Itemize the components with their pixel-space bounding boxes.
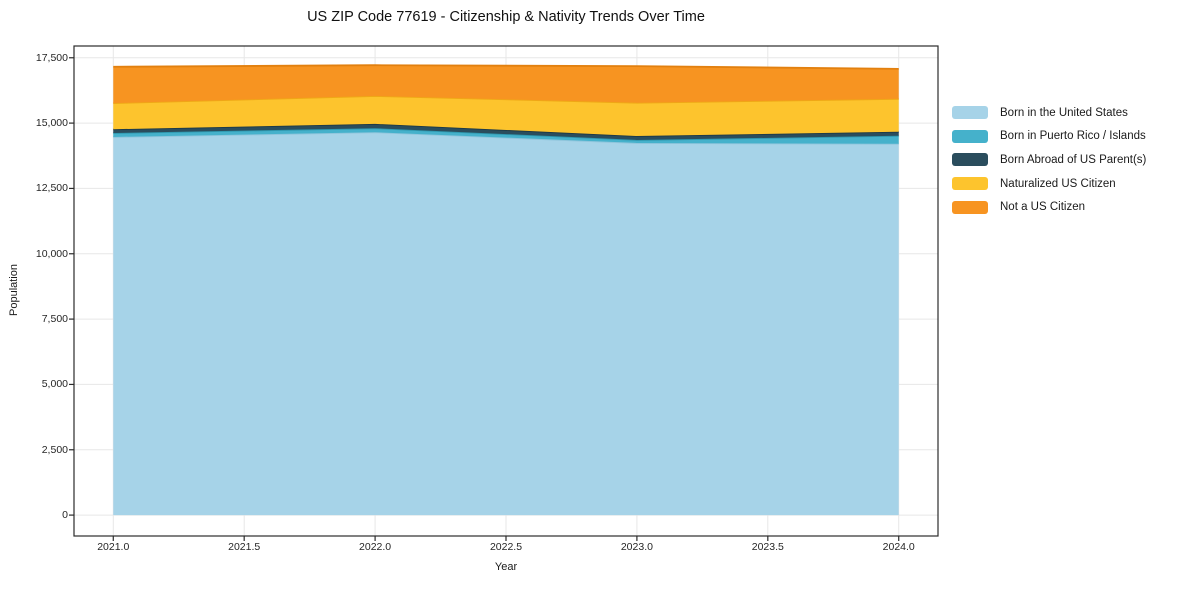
x-tick-label: 2021.0 — [97, 541, 130, 553]
x-tick-label: 2024.0 — [882, 541, 915, 553]
x-axis-label: Year — [494, 561, 518, 573]
area-1 — [113, 128, 899, 144]
legend-item: Born Abroad of US Parent(s) — [952, 148, 1146, 172]
legend-label: Not a US Citizen — [1000, 201, 1086, 214]
x-tick-label: 2022.0 — [359, 541, 392, 553]
x-tick-label: 2023.5 — [751, 541, 784, 553]
y-tick-label: 7,500 — [41, 313, 68, 326]
legend-swatch-puerto-rico — [952, 129, 988, 143]
y-tick-label: 17,500 — [35, 51, 68, 64]
legend-item: Naturalized US Citizen — [952, 172, 1146, 196]
area-0 — [113, 132, 899, 516]
chart-title: US ZIP Code 77619 - Citizenship & Nativi… — [307, 9, 705, 25]
legend-swatch-born-abroad — [952, 153, 988, 167]
legend-item: Born in the United States — [952, 101, 1146, 125]
legend-label: Born in the United States — [1000, 106, 1128, 119]
y-tick-label: 15,000 — [35, 117, 68, 130]
y-tick-label: 12,500 — [35, 182, 68, 195]
legend-label: Naturalized US Citizen — [1000, 177, 1116, 190]
legend: Born in the United States Born in Puerto… — [952, 101, 1146, 219]
area-edge-4 — [113, 64, 899, 70]
legend-swatch-not-citizen — [952, 200, 988, 214]
x-tick-label: 2021.5 — [228, 541, 261, 553]
y-tick-label: 5,000 — [41, 378, 68, 391]
legend-label: Born in Puerto Rico / Islands — [1000, 130, 1146, 143]
x-tick-label: 2023.0 — [620, 541, 653, 553]
x-tick-label: 2022.5 — [489, 541, 523, 553]
legend-item: Not a US Citizen — [952, 195, 1146, 219]
area-2 — [113, 123, 899, 140]
y-tick-label: 0 — [62, 509, 68, 522]
y-tick-label: 2,500 — [41, 443, 68, 456]
area-3 — [113, 95, 899, 137]
legend-label: Born Abroad of US Parent(s) — [1000, 153, 1147, 166]
y-tick-label: 10,000 — [35, 247, 68, 260]
legend-swatch-naturalized — [952, 177, 988, 191]
area-4 — [113, 65, 899, 104]
legend-swatch-born-in-us — [952, 106, 988, 120]
legend-item: Born in Puerto Rico / Islands — [952, 125, 1146, 149]
